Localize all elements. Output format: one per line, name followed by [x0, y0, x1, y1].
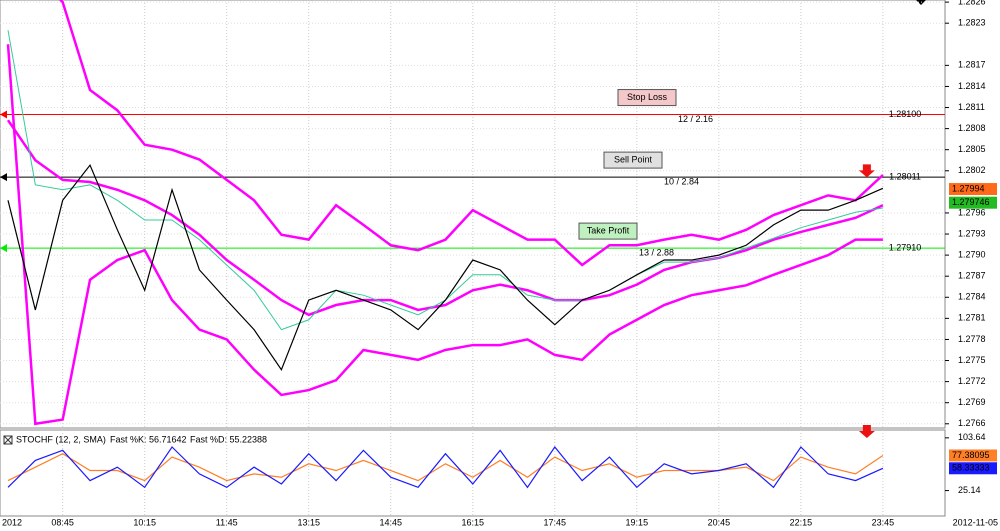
x-tick-label: 20:45: [708, 517, 731, 527]
series-line: [7, 445, 884, 489]
y-tick-label: 1.2814: [958, 81, 986, 91]
series-line: [58, 0, 884, 267]
legend-entry: Fast %K: 56.71642: [110, 434, 187, 444]
y-tick-label: 103.64: [958, 432, 986, 442]
level-note: 12 / 2.16: [678, 114, 713, 124]
level-name: Take Profit: [587, 225, 630, 235]
sell-arrow: [858, 164, 875, 178]
level-arrow: [0, 173, 7, 182]
y-tick-label: 1.2781: [958, 313, 986, 323]
x-tick-label: 19:15: [626, 517, 649, 527]
x-date-start: 2012: [2, 517, 22, 527]
level-box: [617, 89, 677, 107]
level-value: 1.28011: [889, 171, 921, 181]
series-line: [7, 163, 884, 371]
stoch-value-box: [949, 462, 997, 475]
current-price-label: 1.279746: [952, 197, 990, 207]
sell-arrow: [858, 425, 875, 438]
y-tick-label: 1.2793: [958, 228, 986, 238]
y-tick-label: 25.14: [958, 485, 981, 495]
x-tick-label: 10:15: [133, 517, 156, 527]
y-tick-label: 1.2823: [958, 18, 986, 28]
level-box: [603, 151, 663, 169]
series-line: [6, 119, 884, 317]
current-price-label: 1.27994: [952, 183, 985, 193]
y-tick-label: 1.2805: [958, 144, 986, 154]
series-line: [7, 453, 884, 482]
x-date-end: 2012-11-05: [953, 517, 998, 527]
y-tick-label: 1.2811: [958, 102, 985, 112]
x-tick-label: 17:45: [544, 517, 567, 527]
x-tick-label: 16:15: [462, 517, 485, 527]
y-tick-label: 1.2817: [958, 60, 986, 70]
current-price-box: [949, 183, 997, 196]
level-value: 1.28100: [889, 109, 922, 119]
level-name: Stop Loss: [627, 92, 668, 102]
y-tick-label: 1.2766: [958, 418, 986, 428]
level-arrow: [0, 110, 7, 119]
y-tick-label: 1.2784: [958, 292, 986, 302]
x-tick-label: 13:15: [297, 517, 320, 527]
y-tick-label: 1.2769: [958, 397, 986, 407]
level-name: Sell Point: [614, 154, 653, 164]
level-note: 13 / 2.88: [639, 247, 674, 257]
y-tick-label: 1.2772: [958, 376, 986, 386]
level-box: [578, 222, 638, 240]
y-tick-label: 1.2826: [958, 0, 986, 6]
panel-toggle[interactable]: [3, 435, 13, 445]
current-price-box: [949, 196, 997, 209]
x-tick-label: 23:45: [872, 517, 895, 527]
y-tick-label: 1.2775: [958, 355, 986, 365]
legend-entry: Fast %D: 55.22388: [190, 434, 267, 444]
x-tick-label: 14:45: [379, 517, 402, 527]
level-arrow: [0, 244, 7, 253]
y-tick-label: 1.2796: [958, 207, 986, 217]
stoch-title: STOCHF (12, 2, SMA): [16, 434, 106, 444]
y-tick-label: 1.2787: [958, 271, 986, 281]
stoch-value-label: 77.38095: [952, 450, 990, 460]
level-value: 1.27910: [889, 242, 922, 252]
y-tick-label: 1.2808: [958, 123, 986, 133]
series-line: [6, 44, 883, 426]
x-tick-label: 08:45: [51, 517, 74, 527]
level-note: 10 / 2.84: [664, 176, 699, 186]
stoch-value-box: [949, 449, 997, 462]
y-tick-label: 1.2790: [958, 249, 986, 259]
y-tick-label: 1.2802: [958, 165, 986, 175]
stoch-value-label: 58.33333: [952, 463, 990, 473]
price-panel: [0, 0, 946, 429]
panel-toggle-cross: [3, 435, 13, 445]
x-tick-label: 11:45: [216, 517, 238, 527]
y-tick-label: 1.2778: [958, 334, 986, 344]
x-tick-label: 22:15: [790, 517, 813, 527]
